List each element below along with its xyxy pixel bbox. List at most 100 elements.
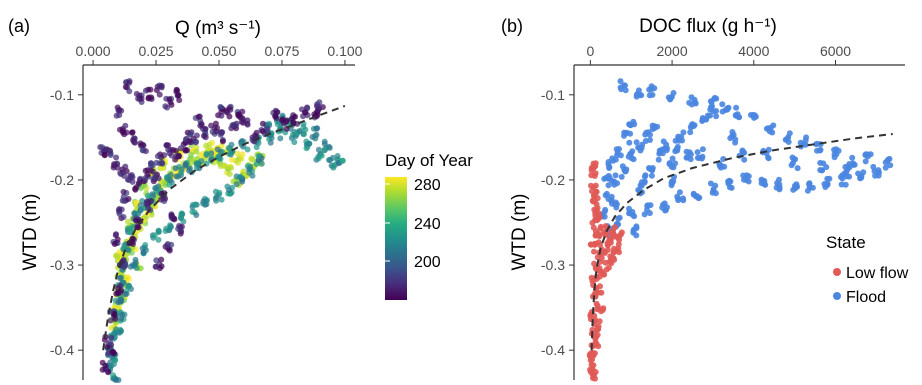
a-data-point [330,162,337,169]
b-data-point [680,197,687,204]
a-data-point [135,224,142,231]
a-data-point [291,139,298,146]
a-data-point [235,112,242,119]
b-data-point [803,134,810,141]
a-data-point [219,129,226,136]
b-data-point [610,255,617,261]
b-data-point [845,163,852,170]
b-data-point [595,326,602,333]
a-data-point [130,241,136,247]
day-of-year-legend: Day of Year 280 240 200 [385,151,473,300]
a-data-point [228,164,235,171]
legend-low-flow-swatch [833,268,841,276]
legend-flood-swatch [833,292,841,300]
b-data-point [665,94,672,101]
colorbar-label-280: 280 [414,177,441,194]
b-data-point [597,242,603,248]
b-data-point [626,139,633,146]
a-data-point [244,117,251,124]
a-data-point [105,368,112,375]
b-data-point [591,333,598,340]
b-data-point [646,86,653,93]
a-data-point [154,153,161,160]
b-data-point [622,87,629,94]
b-data-point [590,362,597,369]
a-data-point [192,201,199,208]
b-data-point [633,223,640,230]
colorbar-label-240: 240 [414,216,441,233]
b-data-point [618,173,625,180]
a-data-point [153,257,160,264]
b-data-point [627,122,634,129]
b-data-point [662,207,669,214]
b-data-point [791,182,798,189]
a-data-point [133,217,140,224]
b-data-point [678,133,685,140]
a-data-point [166,226,173,233]
b-data-point [835,147,842,154]
panel-b-x-ticks: 0 2000 4000 6000 [586,43,851,65]
a-data-point [217,103,224,110]
a-data-point [202,126,209,133]
b-data-point [764,125,771,132]
a-data-point [226,151,233,157]
a-data-point [232,122,239,129]
b-data-point [707,112,713,119]
a-data-point [240,143,247,150]
b-data-point [672,137,679,144]
panel-a-label: (a) [8,16,30,36]
b-data-point [674,143,681,150]
b-data-point [765,146,772,153]
a-data-point [121,172,128,179]
a-data-point [128,172,135,178]
b-data-point [633,91,640,98]
b-data-point [626,210,633,217]
a-data-point [224,183,231,190]
a-data-point [226,171,233,178]
panel-b-points [586,78,894,382]
b-data-point [594,254,601,261]
a-data-point [186,137,193,144]
a-data-point [115,290,122,297]
a-data-point [177,145,184,152]
a-data-point [140,249,147,256]
a-data-point [110,372,117,379]
b-data-point [597,283,603,290]
a-data-point [120,214,127,220]
a-data-point [172,165,179,172]
b-y-tick-label: -0.4 [541,342,565,358]
a-data-point [125,196,132,202]
b-data-point [857,175,864,182]
b-data-point [646,165,652,171]
panel-a-x-axis-title: Q (m³ s⁻¹) [175,18,261,39]
a-data-point [200,200,207,207]
a-data-point [218,112,225,119]
b-data-point [621,166,628,173]
a-data-point [264,125,271,132]
b-data-point [669,155,676,162]
b-data-point [642,131,649,138]
b-data-point [817,146,824,153]
a-y-tick-label: -0.4 [50,342,74,358]
a-data-point [329,154,336,161]
a-data-point [302,126,309,133]
a-data-point [215,153,222,160]
a-data-point [114,254,121,260]
a-data-point [106,148,113,155]
b-data-point [774,180,781,186]
b-data-point [672,160,679,167]
a-data-point [127,263,134,270]
a-data-point [214,146,221,153]
a-data-point [167,177,174,184]
a-data-point [193,160,200,167]
a-data-point [303,145,310,152]
a-data-point [288,115,295,122]
b-data-point [625,153,632,160]
b-data-point [683,148,690,155]
b-data-point [605,175,612,182]
a-data-point [152,185,159,192]
b-data-point [641,178,648,185]
a-data-point [279,117,285,124]
b-data-point [694,149,701,156]
b-data-point [690,190,697,197]
